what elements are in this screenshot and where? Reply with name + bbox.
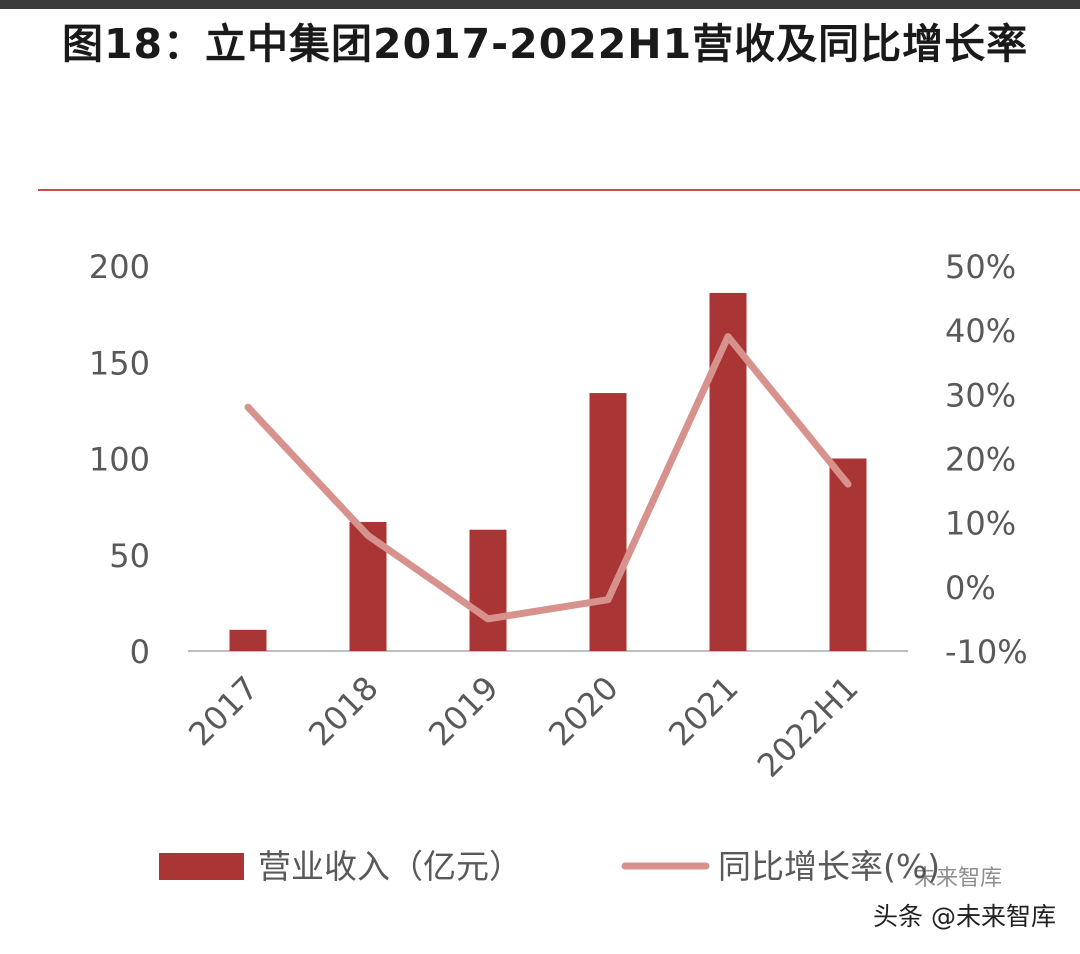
right-axis-tick-label: -10%	[945, 633, 1028, 671]
growth-rate-line	[244, 333, 852, 623]
revenue-bars	[229, 292, 867, 651]
left-axis-tick-label: 0	[130, 633, 150, 671]
bar-2021	[709, 292, 747, 651]
legend-revenue-label: 营业收入（亿元）	[258, 847, 522, 886]
left-axis-tick-label: 50	[109, 537, 150, 575]
bar-2020	[589, 393, 627, 651]
legend-revenue-swatch	[159, 853, 244, 880]
right-axis-tick-label: 50%	[945, 248, 1016, 286]
chart-title: 图18：立中集团2017-2022H1营收及同比增长率	[62, 20, 1029, 68]
x-axis-tick-label: 2022H1	[750, 669, 866, 785]
watermark: 头条 @未来智库	[873, 902, 1056, 931]
x-axis-tick-label: 2019	[421, 669, 505, 753]
left-axis-tick-label: 200	[89, 248, 150, 286]
x-axis-tick-label: 2017	[181, 669, 265, 753]
right-axis-ticks: -10% 0% 10% 20% 30% 40% 50%	[945, 248, 1028, 671]
x-axis-tick-label: 2018	[301, 669, 385, 753]
right-axis-tick-label: 30%	[945, 376, 1016, 414]
left-axis-ticks: 0 50 100 150 200	[89, 248, 150, 671]
left-axis-tick-label: 100	[89, 441, 150, 479]
bar-2019	[469, 529, 507, 651]
x-axis-tick-label: 2020	[541, 669, 625, 753]
x-axis-tick-labels: 2017 2018 2019 2020 2021 2022H1	[181, 669, 865, 785]
window-top-bar	[0, 0, 1080, 9]
legend: 营业收入（亿元） 同比增长率(%)	[159, 847, 940, 886]
legend-growth-label: 同比增长率(%)	[718, 847, 940, 886]
right-axis-tick-label: 20%	[945, 441, 1016, 479]
right-axis-tick-label: 10%	[945, 505, 1016, 543]
x-axis-tick-label: 2021	[661, 669, 745, 753]
watermark-faint: 未来智库	[914, 866, 1003, 891]
bar-2017	[229, 629, 267, 651]
bar-2022H1	[829, 458, 867, 651]
left-axis-tick-label: 150	[89, 344, 150, 382]
right-axis-tick-label: 0%	[945, 569, 996, 607]
right-axis-tick-label: 40%	[945, 312, 1016, 350]
title-divider	[38, 189, 1080, 191]
